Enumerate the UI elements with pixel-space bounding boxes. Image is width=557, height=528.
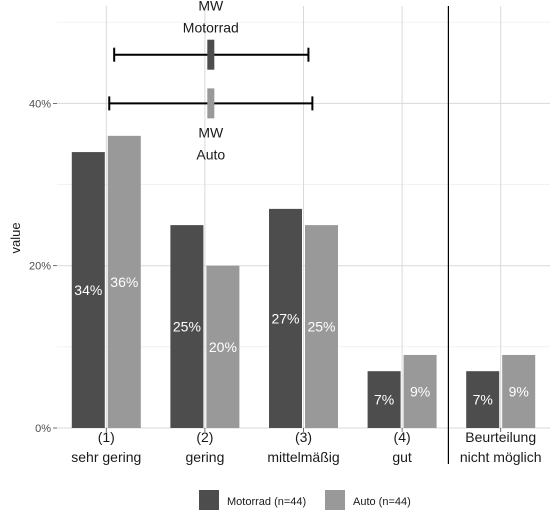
bar bbox=[502, 354, 536, 428]
bar bbox=[71, 152, 105, 429]
bar-value-label: 20% bbox=[209, 339, 237, 355]
x-tick-label: (2) bbox=[196, 429, 213, 445]
bar-value-label: 34% bbox=[74, 282, 102, 298]
x-tick-label: sehr gering bbox=[71, 449, 141, 465]
bar-value-label: 7% bbox=[473, 392, 493, 408]
bar bbox=[107, 135, 141, 428]
bar bbox=[403, 354, 437, 428]
bar bbox=[206, 265, 240, 428]
x-tick-label: gut bbox=[392, 449, 412, 465]
x-tick-label: (3) bbox=[295, 429, 312, 445]
mean-annotation-label: MW bbox=[198, 124, 224, 140]
x-tick-label: nicht möglich bbox=[460, 449, 542, 465]
mean-annotations: MW Motorrad MW Auto bbox=[108, 0, 314, 162]
bar-value-label: 9% bbox=[509, 383, 529, 399]
bar-value-label: 36% bbox=[110, 274, 138, 290]
bar-value-label: 25% bbox=[173, 319, 201, 335]
legend-label: Motorrad (n=44) bbox=[227, 496, 306, 508]
mean-annotation-label: Motorrad bbox=[183, 20, 239, 36]
y-tick-label: 20% bbox=[29, 261, 51, 273]
bar bbox=[367, 371, 401, 428]
bar bbox=[170, 225, 204, 428]
bar bbox=[305, 225, 338, 428]
mean-marker bbox=[207, 88, 215, 119]
legend: Motorrad (n=44) Auto (n=44) bbox=[199, 490, 411, 510]
y-tick-label: 40% bbox=[29, 98, 51, 110]
mean-annotation-label: Auto bbox=[196, 146, 225, 162]
x-axis: (1) sehr gering (2) gering (3) mittelmäßig (4)… bbox=[71, 428, 542, 465]
bar-value-label: 25% bbox=[307, 319, 335, 335]
bar-value-label: 9% bbox=[410, 383, 430, 399]
bar bbox=[466, 371, 500, 428]
x-tick-label: gering bbox=[185, 449, 224, 465]
y-tick-label: 0% bbox=[35, 423, 51, 435]
legend-label: Auto (n=44) bbox=[353, 496, 411, 508]
legend-swatch bbox=[325, 490, 345, 510]
legend-swatch bbox=[199, 490, 219, 510]
bar-value-label: 27% bbox=[271, 310, 299, 326]
bars: 34% 25% 27% 7% 7% 36% 20% 25% 9% 9% bbox=[71, 135, 536, 429]
y-axis-title: value bbox=[8, 222, 23, 253]
x-tick-label: (4) bbox=[394, 429, 411, 445]
x-tick-label: mittelmäßig bbox=[267, 449, 339, 465]
bar-value-label: 7% bbox=[374, 392, 394, 408]
bar bbox=[269, 208, 302, 428]
x-tick-label: Beurteilung bbox=[465, 429, 536, 445]
mean-marker bbox=[207, 39, 215, 70]
x-tick-label: (1) bbox=[98, 429, 115, 445]
mean-annotation-label: MW bbox=[198, 0, 224, 14]
y-axis: 0% 20% 40% bbox=[29, 98, 57, 435]
